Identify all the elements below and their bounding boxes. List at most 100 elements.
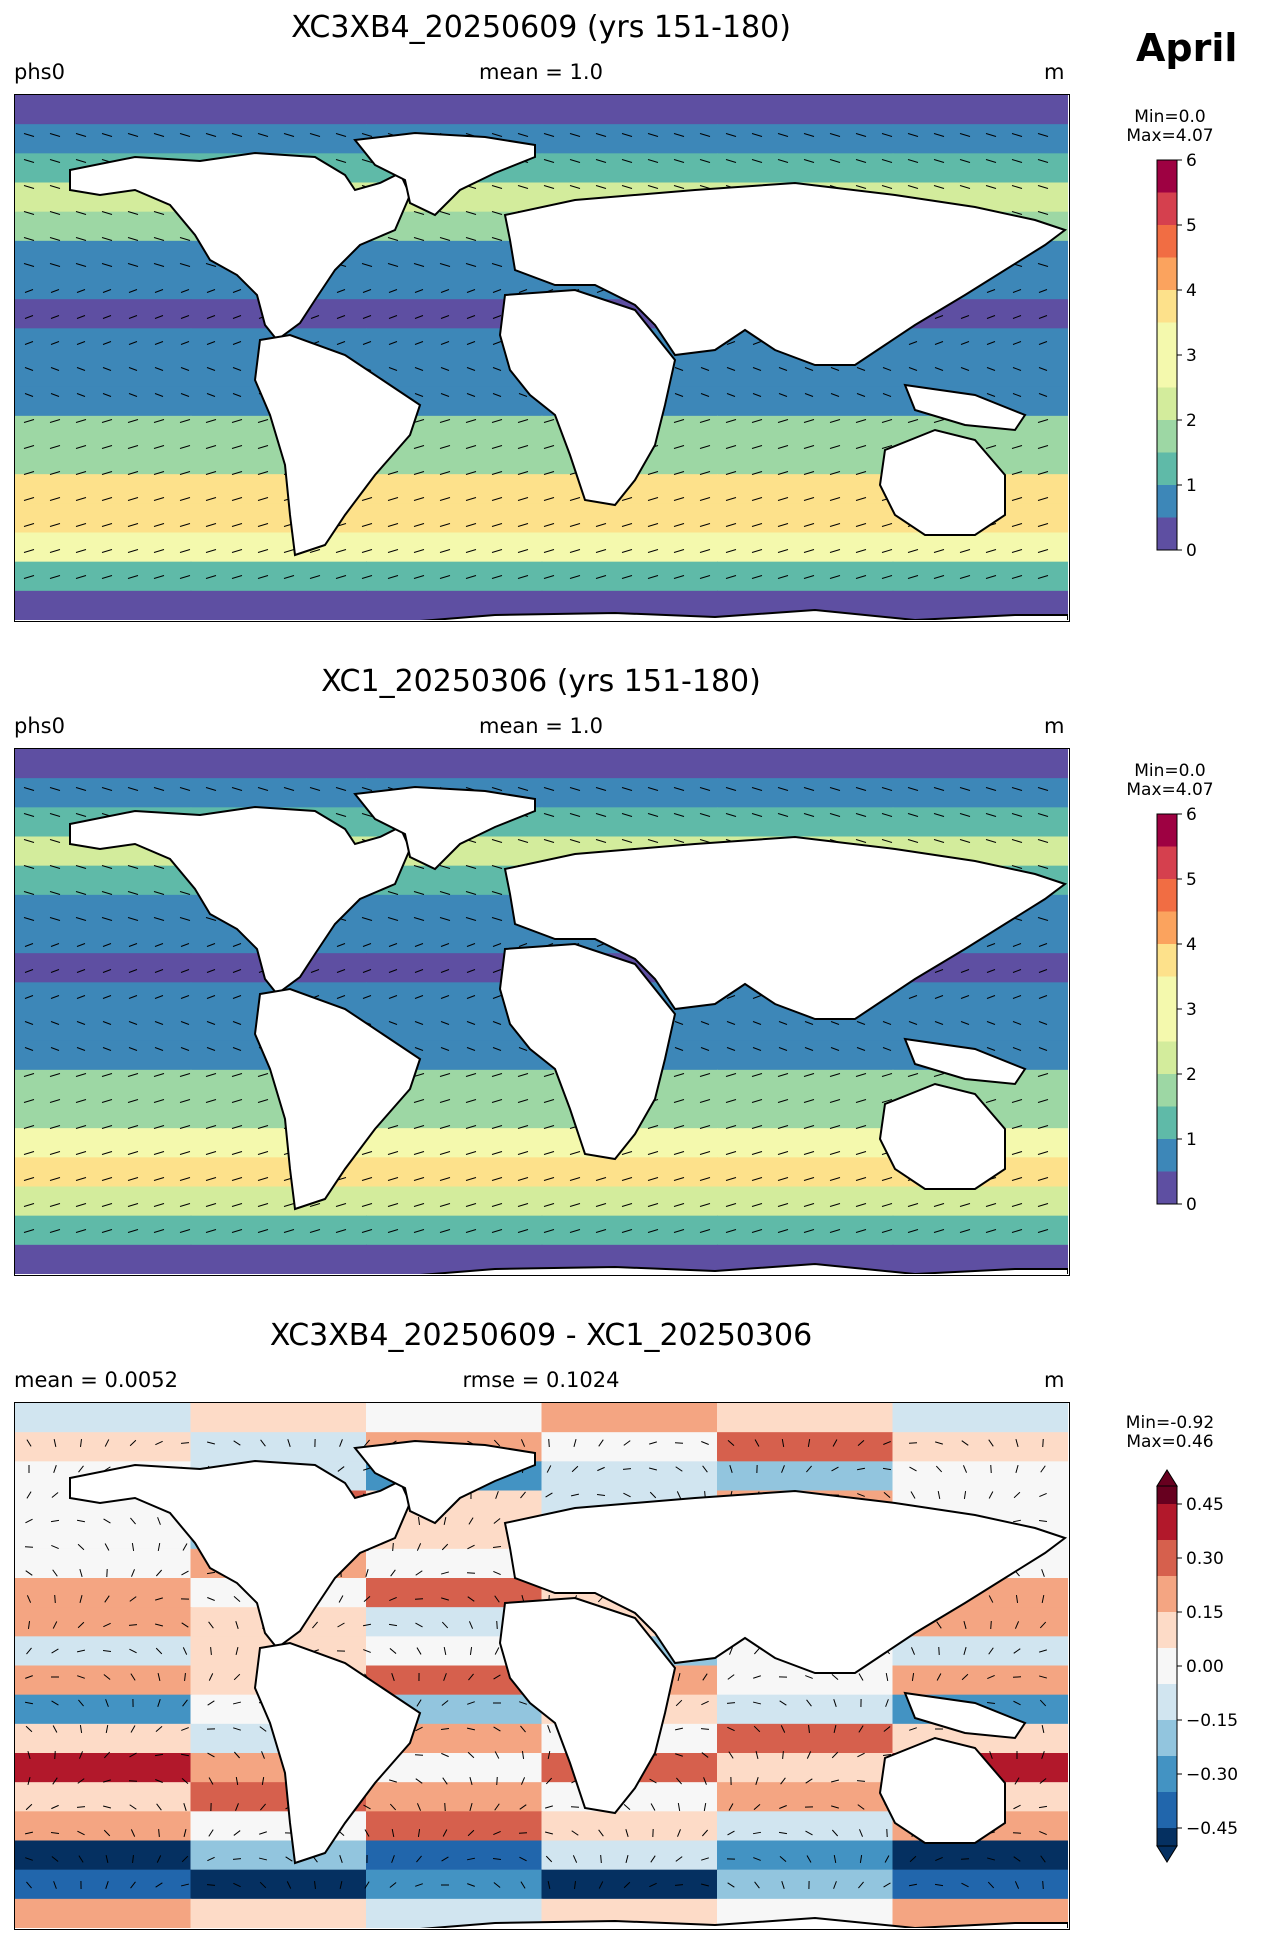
- vector-arrow: [75, 1203, 87, 1207]
- vector-arrow: [232, 1047, 242, 1051]
- continent-5: [878, 1736, 1006, 1844]
- vector-arrow: [1011, 1099, 1023, 1103]
- vector-arrow: [414, 943, 424, 947]
- vector-arrow: [414, 995, 424, 999]
- vector-arrow: [492, 393, 502, 397]
- field-cell: [541, 153, 718, 184]
- vector-arrow: [153, 211, 165, 215]
- vector-arrow: [492, 367, 502, 371]
- vector-arrow: [491, 917, 503, 921]
- vector-arrow: [779, 1856, 787, 1862]
- vector-arrow: [465, 211, 477, 215]
- vector-arrow: [101, 1073, 113, 1077]
- vector-arrow: [933, 787, 945, 791]
- vector-arrow: [465, 1177, 477, 1181]
- colorbar-segment: [1157, 257, 1177, 291]
- vector-arrow: [387, 575, 399, 579]
- vector-arrow: [829, 1073, 841, 1077]
- vector-arrow: [49, 211, 61, 215]
- vector-arrow: [699, 471, 711, 475]
- vector-arrow: [960, 969, 970, 973]
- vector-arrow: [49, 419, 61, 423]
- vector-arrow: [101, 471, 113, 475]
- vector-arrow: [413, 549, 425, 553]
- vector-arrow: [413, 445, 425, 449]
- vector-arrow: [1013, 1856, 1021, 1862]
- vector-arrow: [465, 917, 477, 921]
- field-cell: [366, 1782, 543, 1813]
- vector-arrow: [751, 523, 763, 527]
- vector-arrow: [206, 341, 216, 345]
- vector-arrow: [907, 185, 919, 189]
- field-cell: [190, 124, 367, 155]
- field-cell: [15, 240, 192, 271]
- vector-arrow: [283, 133, 295, 137]
- vector-arrow: [699, 549, 711, 553]
- vector-arrow: [883, 1882, 891, 1888]
- vector-arrow: [882, 1467, 892, 1471]
- vector-arrow: [1038, 393, 1048, 397]
- vector-arrow: [443, 1646, 447, 1656]
- colorbar-segment: [1157, 1558, 1177, 1577]
- colorbar-segment: [1157, 879, 1177, 912]
- vector-arrow: [257, 1125, 269, 1129]
- continents: [69, 1439, 1068, 1928]
- vector-arrow: [829, 1125, 841, 1129]
- vector-arrow: [492, 1021, 502, 1025]
- vector-arrow: [1038, 341, 1048, 345]
- field-cell: [717, 124, 894, 155]
- continent-6: [419, 1916, 1068, 1928]
- vector-arrow: [1038, 1047, 1048, 1051]
- vector-arrow: [207, 1752, 215, 1758]
- colorbar-tick-label: 2: [1186, 411, 1197, 431]
- vector-arrow: [829, 1099, 841, 1103]
- vector-arrow: [751, 497, 763, 501]
- vector-arrow: [24, 943, 34, 947]
- vector-arrow: [205, 133, 217, 137]
- vector-arrow: [1039, 1492, 1047, 1498]
- vector-arrow: [751, 133, 763, 137]
- vector-arrow: [153, 575, 165, 579]
- vector-arrow: [908, 1021, 918, 1025]
- vector-arrow: [933, 813, 945, 817]
- vector-arrow: [24, 341, 34, 345]
- vector-arrow: [907, 1203, 919, 1207]
- vector-arrow: [75, 523, 87, 527]
- vector-arrow: [103, 1674, 111, 1680]
- vector-arrow: [130, 1673, 136, 1681]
- vector-arrow: [206, 1571, 216, 1575]
- vector-arrow: [752, 995, 762, 999]
- vector-arrow: [881, 159, 893, 163]
- colorbar-segment: [1157, 420, 1177, 453]
- vector-arrow: [986, 969, 996, 973]
- vector-arrow: [257, 497, 269, 501]
- vector-arrow: [833, 1881, 837, 1889]
- vector-arrow: [543, 787, 555, 791]
- vector-arrow: [1011, 575, 1023, 579]
- vector-arrow: [232, 1701, 242, 1705]
- vector-arrow: [77, 1621, 85, 1629]
- vector-arrow: [23, 917, 35, 921]
- vector-arrow: [205, 917, 217, 921]
- continent-7: [903, 1037, 1027, 1086]
- vector-arrow: [75, 1125, 87, 1129]
- vector-arrow: [129, 1596, 137, 1602]
- vector-arrow: [23, 445, 35, 449]
- vector-arrow: [49, 445, 61, 449]
- vector-arrow: [1038, 289, 1048, 293]
- field-cell: [541, 1811, 718, 1842]
- colorbar-segment: [1157, 1504, 1177, 1523]
- vector-arrow: [49, 263, 61, 267]
- vector-arrow: [440, 943, 450, 947]
- vector-arrow: [23, 1073, 35, 1077]
- vector-arrow: [413, 1073, 425, 1077]
- vector-arrow: [24, 315, 34, 319]
- vector-arrow: [389, 1648, 397, 1654]
- vector-arrow: [77, 1778, 85, 1784]
- vector-arrow: [569, 575, 581, 579]
- vector-arrow: [960, 367, 970, 371]
- vector-arrow: [752, 1831, 762, 1835]
- field-cell: [717, 415, 894, 446]
- vector-arrow: [986, 315, 996, 319]
- vector-arrow: [543, 1177, 555, 1181]
